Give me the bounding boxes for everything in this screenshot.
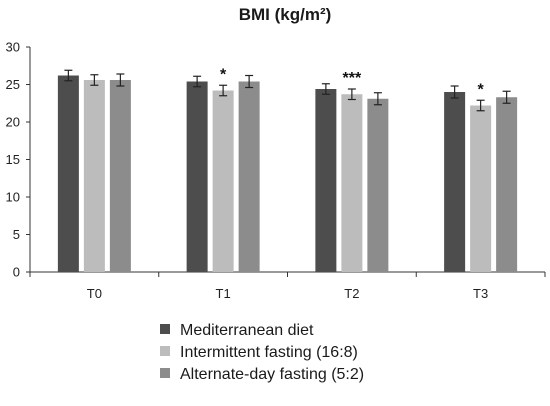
bars: [57, 69, 518, 272]
x-tick-label: T0: [87, 286, 102, 301]
bar: [83, 80, 105, 272]
bar: [444, 92, 466, 272]
legend-label: Intermittent fasting (16:8): [180, 344, 358, 361]
x-tick-label: T1: [216, 286, 231, 301]
bar: [109, 80, 131, 272]
legend: Mediterranean diet Intermittent fasting (…: [160, 322, 364, 383]
legend-label: Alternate-day fasting (5:2): [180, 366, 364, 383]
legend-swatch: [160, 346, 170, 356]
legend-swatch: [160, 324, 170, 334]
y-tick-label: 30: [6, 40, 20, 55]
x-axis: T0 T1 T2 T3: [29, 271, 546, 301]
bar: [496, 97, 518, 272]
bar: [470, 105, 492, 272]
y-tick-label: 10: [6, 190, 20, 205]
legend-label: Mediterranean diet: [180, 322, 314, 339]
y-tick-label: 20: [6, 115, 20, 130]
y-tick-label: 25: [6, 77, 20, 92]
significance-marker: ***: [343, 70, 362, 87]
significance-marker: *: [220, 66, 227, 83]
chart-title: BMI (kg/m²): [239, 5, 332, 24]
y-tick-label: 5: [13, 227, 20, 242]
y-tick-label: 15: [6, 152, 20, 167]
x-tick-label: T2: [344, 286, 359, 301]
annotations: * ****: [220, 66, 485, 98]
bar: [367, 98, 389, 272]
y-tick-label: 0: [13, 265, 20, 280]
bar: [212, 90, 234, 272]
legend-swatch: [160, 368, 170, 378]
bar: [186, 81, 208, 272]
bar: [57, 75, 79, 272]
bar: [238, 81, 260, 272]
bar: [341, 94, 363, 272]
bar: [315, 89, 337, 272]
significance-marker: *: [478, 81, 485, 98]
x-tick-label: T3: [473, 286, 488, 301]
y-axis: 0 5 10 15 20 25 30: [6, 40, 31, 280]
